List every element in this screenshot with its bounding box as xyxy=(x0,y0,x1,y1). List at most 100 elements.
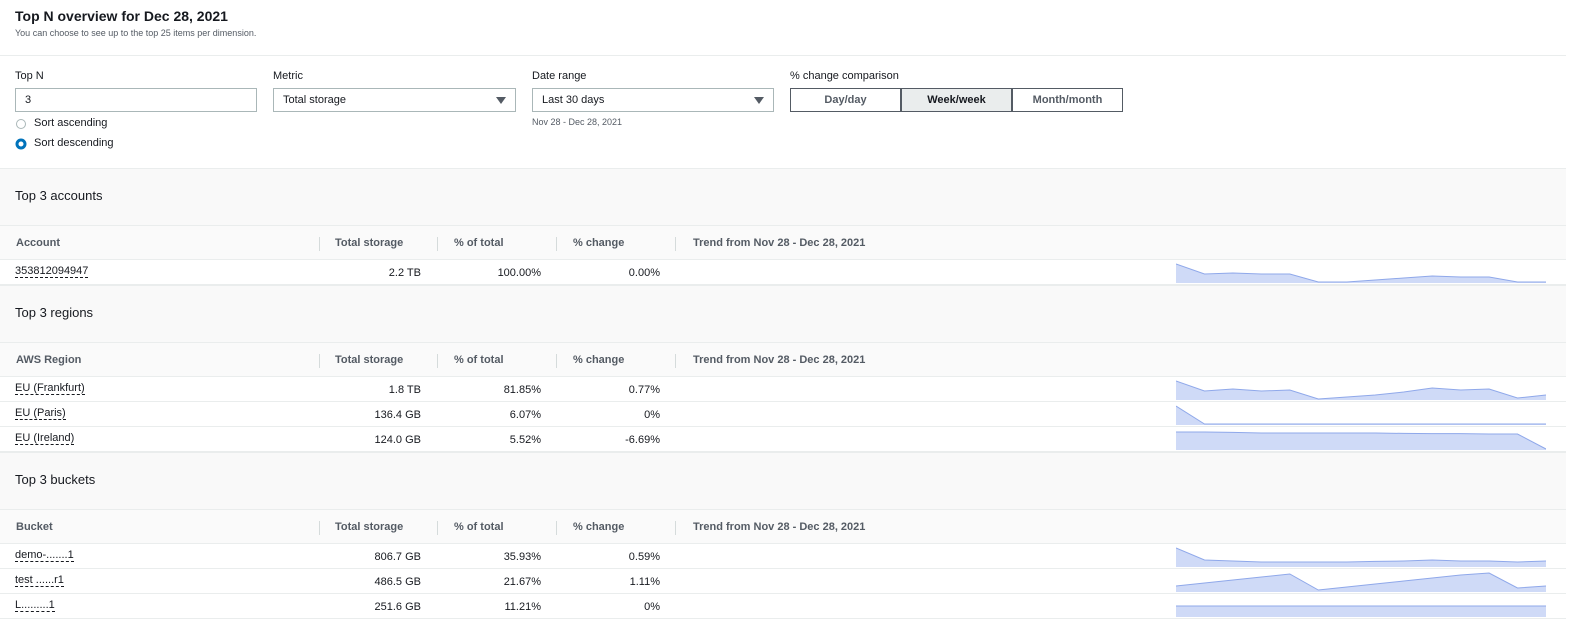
trend-sparkline xyxy=(1176,405,1546,425)
percent-change: 1.11% xyxy=(629,576,660,588)
total-storage: 2.2 TB xyxy=(388,267,421,279)
total-storage: 136.4 GB xyxy=(374,409,421,421)
table-header: Account Total storage % of total % change Tr… xyxy=(0,225,1566,260)
radio-ring xyxy=(15,138,27,150)
percent-of-total: 5.52% xyxy=(509,434,541,446)
total-storage: 251.6 GB xyxy=(374,601,421,613)
comparison-option[interactable]: Week/week xyxy=(901,88,1012,112)
column-header: % change xyxy=(573,521,625,533)
column-divider xyxy=(675,521,676,535)
column-header: % of total xyxy=(454,521,504,533)
column-divider xyxy=(319,354,320,368)
page-title: Top N overview for Dec 28, 2021 xyxy=(15,8,228,24)
trend-area xyxy=(1176,606,1546,617)
section-band xyxy=(0,452,1566,510)
comparison-option[interactable]: Month/month xyxy=(1012,88,1123,112)
percent-of-total: 35.93% xyxy=(503,551,541,563)
table-row: L.........1 251.6 GB 11.21% 0% xyxy=(0,594,1566,619)
trend-area xyxy=(1176,264,1546,283)
trend-line xyxy=(1176,405,1546,425)
table-row: EU (Ireland) 124.0 GB 5.52% -6.69% xyxy=(0,427,1566,452)
column-divider xyxy=(556,521,557,535)
column-header: Account xyxy=(16,237,60,249)
metric-select[interactable]: Total storage xyxy=(273,88,516,112)
column-header: % change xyxy=(573,354,625,366)
column-header: % of total xyxy=(454,354,504,366)
percent-of-total: 21.67% xyxy=(503,576,541,588)
trend-sparkline xyxy=(1176,431,1546,450)
radio-label: Sort ascending xyxy=(34,117,108,129)
date-range-hint: Nov 28 - Dec 28, 2021 xyxy=(532,117,623,127)
percent-of-total: 100.00% xyxy=(497,267,541,279)
row-name[interactable]: demo-.......1 xyxy=(15,549,74,562)
table-row: EU (Frankfurt) 1.8 TB 81.85% 0.77% xyxy=(0,377,1566,402)
section-band xyxy=(0,168,1566,226)
trend-sparkline xyxy=(1176,263,1546,283)
percent-change: -6.69% xyxy=(625,434,660,446)
radio-ring xyxy=(16,119,26,129)
trend-line xyxy=(1176,380,1546,400)
trend-area xyxy=(1176,381,1546,400)
section-title: Top 3 buckets xyxy=(15,472,96,487)
column-divider xyxy=(556,354,557,368)
percent-change: 0% xyxy=(644,601,660,613)
trend-line xyxy=(1176,263,1546,283)
radio[interactable] xyxy=(15,138,27,150)
column-header: Total storage xyxy=(335,521,404,533)
column-header: Total storage xyxy=(335,354,404,366)
table-row: test ......r1 486.5 GB 21.67% 1.11% xyxy=(0,569,1566,594)
metric-label: Metric xyxy=(273,70,303,82)
percent-of-total: 81.85% xyxy=(503,384,541,396)
percent-change: 0.59% xyxy=(628,551,660,563)
trend-line xyxy=(1176,431,1546,450)
percent-of-total: 11.21% xyxy=(504,601,542,613)
percent-change: 0.77% xyxy=(628,384,660,396)
total-storage: 806.7 GB xyxy=(374,551,421,563)
section-title: Top 3 regions xyxy=(15,305,94,320)
comparison-option[interactable]: Day/day xyxy=(790,88,901,112)
trend-area xyxy=(1176,406,1546,425)
total-storage: 1.8 TB xyxy=(388,384,421,396)
table-header: Bucket Total storage % of total % change Tre… xyxy=(0,509,1566,544)
table-row: EU (Paris) 136.4 GB 6.07% 0% xyxy=(0,402,1566,427)
top-n-label: Top N xyxy=(15,70,44,82)
percent-of-total: 6.07% xyxy=(509,409,541,421)
top-n-input[interactable]: 3 xyxy=(15,88,257,112)
row-name[interactable]: EU (Ireland) xyxy=(15,432,75,445)
section-band xyxy=(0,285,1566,343)
date-range-label: Date range xyxy=(532,70,587,82)
row-name[interactable]: 353812094947 xyxy=(15,265,89,278)
column-divider xyxy=(675,237,676,251)
row-name[interactable]: EU (Frankfurt) xyxy=(15,382,85,395)
column-divider xyxy=(437,237,438,251)
total-storage: 124.0 GB xyxy=(374,434,421,446)
radio[interactable] xyxy=(15,118,27,130)
column-header: AWS Region xyxy=(16,354,82,366)
column-divider xyxy=(675,354,676,368)
row-name[interactable]: test ......r1 xyxy=(15,574,64,587)
column-header: Trend from Nov 28 - Dec 28, 2021 xyxy=(693,521,866,533)
column-divider xyxy=(437,521,438,535)
column-header: % change xyxy=(573,237,625,249)
row-name[interactable]: EU (Paris) xyxy=(15,407,66,420)
table-row: demo-.......1 806.7 GB 35.93% 0.59% xyxy=(0,544,1566,569)
row-name[interactable]: L.........1 xyxy=(15,599,55,612)
divider xyxy=(0,55,1566,56)
caret xyxy=(754,97,764,104)
trend-area xyxy=(1176,573,1546,592)
caret xyxy=(496,97,506,104)
column-divider xyxy=(319,237,320,251)
table-row: 353812094947 2.2 TB 100.00% 0.00% xyxy=(0,260,1566,285)
trend-sparkline xyxy=(1176,547,1546,567)
percent-change: 0% xyxy=(644,409,660,421)
date-range-select[interactable]: Last 30 days xyxy=(532,88,774,112)
trend-sparkline xyxy=(1176,605,1546,617)
date-range-value: Last 30 days xyxy=(542,94,605,106)
trend-sparkline xyxy=(1176,380,1546,400)
table-header: AWS Region Total storage % of total % chang… xyxy=(0,342,1566,377)
radio-label: Sort descending xyxy=(34,137,114,149)
trend-area xyxy=(1176,432,1546,450)
column-header: % of total xyxy=(454,237,504,249)
trend-area xyxy=(1176,548,1546,567)
